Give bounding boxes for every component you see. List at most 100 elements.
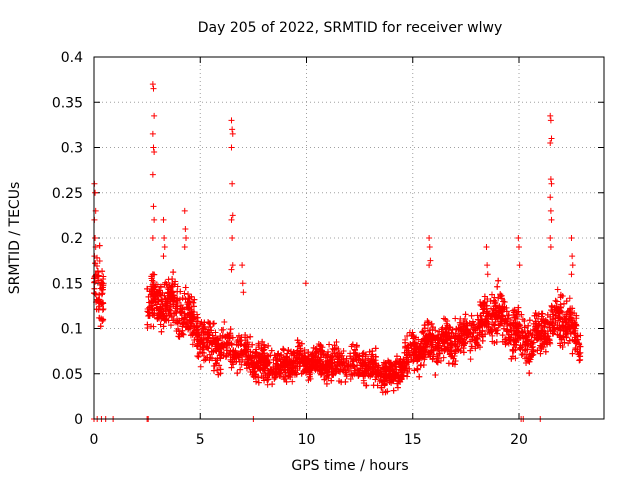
data-point-marker (569, 350, 576, 357)
data-point-marker (301, 346, 308, 353)
data-point-marker (249, 359, 256, 366)
data-point-marker (442, 346, 449, 353)
data-point-marker (469, 318, 476, 325)
data-point-marker (98, 279, 105, 286)
data-point-marker (323, 380, 330, 387)
data-point-marker (197, 346, 204, 353)
data-point-marker (470, 326, 477, 333)
data-point-marker (527, 340, 534, 347)
data-point-marker (541, 319, 548, 326)
data-point-marker (244, 339, 251, 346)
data-point-marker (442, 316, 449, 323)
plot-border (93, 56, 605, 420)
data-point-marker (289, 378, 296, 385)
data-point-marker (539, 327, 546, 334)
data-point-marker (215, 340, 222, 347)
data-point-marker (356, 371, 363, 378)
data-point-marker (290, 349, 297, 356)
data-point-marker (261, 346, 268, 353)
data-point-marker (296, 363, 303, 370)
data-point-marker (390, 387, 397, 394)
data-point-marker (194, 343, 201, 350)
data-point-marker (249, 341, 256, 348)
data-point-marker (455, 338, 462, 345)
data-point-marker (315, 360, 322, 367)
data-point-marker (525, 357, 532, 364)
data-point-marker (274, 351, 281, 358)
data-point-marker (201, 319, 208, 326)
data-point-marker (313, 348, 320, 355)
data-point-marker (175, 320, 182, 327)
data-point-marker (426, 235, 433, 241)
data-point-marker (566, 295, 573, 302)
data-point-marker (553, 307, 560, 314)
data-point-marker (546, 339, 553, 346)
data-point-marker (237, 366, 244, 373)
data-point-marker (189, 330, 196, 337)
data-point-marker (572, 334, 579, 341)
data-point-marker (508, 327, 515, 334)
data-point-marker (420, 352, 427, 359)
data-point-marker (252, 371, 259, 378)
data-point-marker (420, 362, 427, 369)
data-point-marker (284, 357, 291, 364)
data-point-marker (181, 207, 188, 214)
data-point-marker (150, 203, 157, 210)
data-point-marker (179, 295, 186, 302)
y-tick-label: 0.15 (52, 276, 83, 292)
data-point-marker (406, 351, 413, 358)
data-point-marker (273, 357, 280, 364)
data-point-marker (152, 295, 159, 302)
data-point-marker (574, 346, 581, 353)
data-point-marker (231, 355, 238, 362)
data-point-marker (216, 362, 223, 369)
data-point-marker (455, 325, 462, 332)
data-point-marker (317, 367, 324, 374)
data-point-marker (547, 207, 554, 214)
data-point-marker (200, 350, 207, 357)
y-tick-label: 0 (74, 412, 83, 428)
data-point-marker (547, 235, 554, 241)
data-point-marker (573, 312, 580, 319)
data-point-marker (552, 297, 559, 304)
data-point-marker (389, 366, 396, 373)
data-point-marker (385, 368, 392, 375)
data-point-marker (515, 323, 522, 330)
data-point-marker (403, 361, 410, 368)
data-point-marker (168, 313, 175, 320)
data-point-marker (402, 339, 409, 346)
data-point-marker (498, 295, 505, 302)
data-point-marker (435, 334, 442, 341)
data-point-marker (572, 325, 579, 332)
data-point-marker (424, 327, 431, 334)
data-point-marker (416, 355, 423, 362)
data-point-marker (563, 311, 570, 318)
data-point-marker (217, 366, 224, 373)
data-point-marker (509, 347, 516, 354)
data-point-marker (467, 338, 474, 345)
data-point-marker (228, 364, 235, 371)
data-point-marker (393, 353, 400, 360)
data-point-marker (269, 381, 276, 388)
data-point-marker (398, 360, 405, 367)
data-point-marker (351, 347, 358, 354)
data-point-marker (175, 328, 182, 335)
data-point-marker (442, 345, 449, 352)
data-point-marker (246, 353, 253, 360)
data-point-marker (255, 379, 262, 386)
data-point-marker (148, 298, 155, 305)
data-point-marker (526, 317, 533, 324)
data-point-marker (481, 305, 488, 312)
data-point-marker (92, 235, 99, 241)
data-point-marker (223, 340, 230, 347)
data-point-marker (510, 347, 517, 354)
data-point-marker (505, 312, 512, 319)
data-point-marker (402, 364, 409, 371)
data-point-marker (456, 319, 463, 326)
data-point-marker (98, 291, 105, 298)
data-point-marker (538, 313, 545, 320)
data-point-marker (557, 342, 564, 349)
data-point-marker (149, 130, 156, 137)
data-point-marker (339, 363, 346, 370)
data-point-marker (283, 378, 290, 385)
